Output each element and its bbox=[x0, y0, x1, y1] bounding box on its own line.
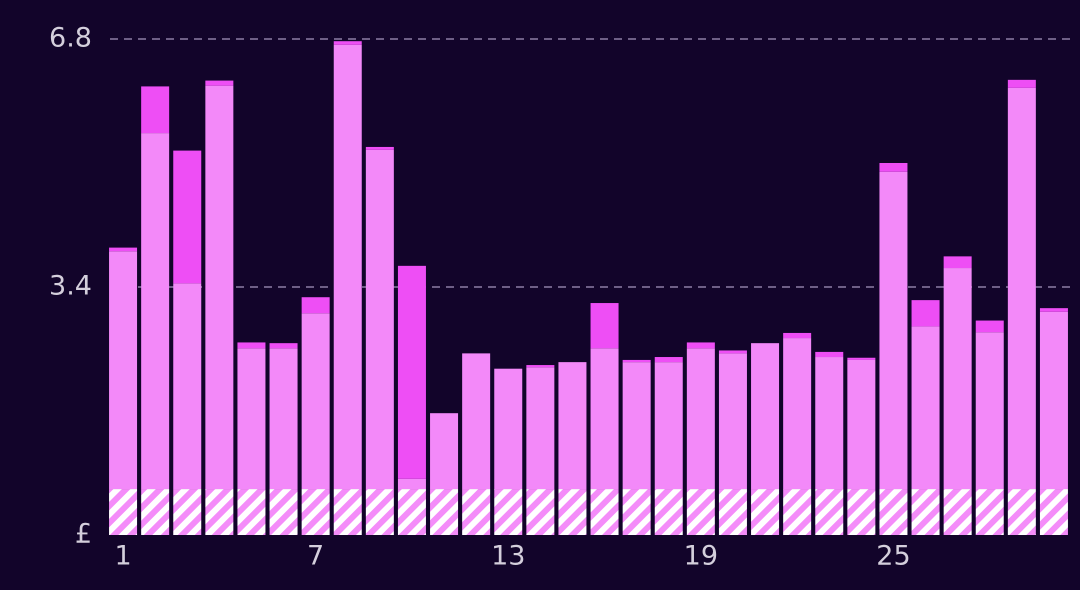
bar-segment bbox=[109, 247, 138, 252]
bar-segment bbox=[237, 489, 266, 535]
bar-segment bbox=[397, 478, 426, 490]
bar-segment bbox=[783, 338, 812, 490]
bar-segment bbox=[365, 149, 394, 490]
bar-segment bbox=[654, 357, 683, 363]
bar-segment bbox=[269, 348, 298, 490]
bar-segment bbox=[526, 489, 555, 535]
bar-segment bbox=[943, 256, 972, 269]
bar-segment bbox=[911, 489, 940, 535]
bar-segment bbox=[1039, 489, 1068, 535]
x-tick-label: 1 bbox=[114, 541, 131, 572]
bar-segment bbox=[783, 489, 812, 535]
bar-segment bbox=[205, 489, 234, 535]
bar-segment bbox=[911, 326, 940, 490]
bar-segment bbox=[430, 413, 459, 490]
bar-segment bbox=[943, 268, 972, 490]
bar-segment bbox=[943, 489, 972, 535]
bar-segment bbox=[237, 342, 266, 349]
bar-segment bbox=[1007, 489, 1036, 535]
bar-segment bbox=[301, 297, 330, 314]
bar-segment bbox=[718, 353, 747, 490]
bar-segment bbox=[686, 342, 715, 349]
bar-segment bbox=[301, 489, 330, 535]
bar-segment bbox=[1039, 311, 1068, 490]
bar-segment bbox=[494, 489, 523, 535]
bar-segment bbox=[975, 332, 1004, 490]
bar-segment bbox=[686, 489, 715, 535]
bar-segment bbox=[590, 348, 619, 490]
bar-segment bbox=[1007, 79, 1036, 88]
bar-segment bbox=[654, 489, 683, 535]
bar-segment bbox=[622, 362, 651, 490]
bar-segment bbox=[333, 44, 362, 490]
bar-segment bbox=[911, 300, 940, 327]
bar-segment bbox=[365, 489, 394, 535]
bar-segment bbox=[269, 343, 298, 349]
bar-segment bbox=[333, 489, 362, 535]
bar-segment bbox=[718, 350, 747, 354]
bar-segment bbox=[815, 351, 844, 358]
y-tick-label: £ bbox=[75, 519, 92, 550]
bar-segment bbox=[141, 133, 170, 490]
bar-segment bbox=[173, 489, 202, 535]
bar-segment bbox=[205, 85, 234, 490]
x-tick-label: 19 bbox=[684, 541, 718, 572]
bar-segment bbox=[365, 146, 394, 150]
bar-segment bbox=[141, 489, 170, 535]
bar-segment bbox=[301, 313, 330, 490]
x-tick-label: 25 bbox=[876, 541, 910, 572]
x-tick-label: 7 bbox=[307, 541, 324, 572]
bar-segment bbox=[751, 489, 780, 535]
bar-segment bbox=[847, 357, 876, 360]
y-tick-label: 6.8 bbox=[49, 23, 92, 54]
bar-segment bbox=[879, 489, 908, 535]
bar-segment bbox=[205, 80, 234, 86]
bar-segment bbox=[590, 489, 619, 535]
bar-segment bbox=[397, 265, 426, 479]
bar-segment bbox=[783, 332, 812, 339]
bar-segment bbox=[269, 489, 298, 535]
bar-segment bbox=[173, 150, 202, 284]
bar-segment bbox=[975, 489, 1004, 535]
bar-segment bbox=[397, 489, 426, 535]
bar-segment bbox=[622, 489, 651, 535]
bar-segment bbox=[558, 489, 587, 535]
bar-segment bbox=[879, 171, 908, 490]
bar-segment bbox=[718, 489, 747, 535]
bar-segment bbox=[558, 362, 587, 490]
bar-segment bbox=[237, 348, 266, 490]
bar-segment bbox=[526, 365, 555, 368]
bar-segment bbox=[847, 489, 876, 535]
bar-segment bbox=[686, 348, 715, 490]
bar-segment bbox=[815, 489, 844, 535]
bar-segment bbox=[462, 353, 491, 490]
bar-segment bbox=[494, 368, 523, 490]
bar-segment bbox=[333, 41, 362, 45]
bar-segment bbox=[815, 357, 844, 490]
bar-segment bbox=[879, 163, 908, 172]
bar-segment bbox=[141, 86, 170, 134]
bar-segment bbox=[430, 489, 459, 535]
bar-segment bbox=[173, 283, 202, 490]
bar-segment bbox=[462, 489, 491, 535]
bar-segment bbox=[654, 362, 683, 490]
bar-segment bbox=[590, 303, 619, 349]
bar-segment bbox=[109, 489, 138, 535]
bar-segment bbox=[1007, 87, 1036, 490]
bar-segment bbox=[526, 367, 555, 490]
bar-segment bbox=[751, 343, 780, 490]
bar-segment bbox=[975, 320, 1004, 333]
x-tick-label: 13 bbox=[491, 541, 525, 572]
bar-segment bbox=[622, 359, 651, 363]
y-tick-label: 3.4 bbox=[49, 271, 92, 302]
bar-segment bbox=[1039, 308, 1068, 312]
bar-segment bbox=[109, 251, 138, 490]
bar-segment bbox=[847, 359, 876, 490]
